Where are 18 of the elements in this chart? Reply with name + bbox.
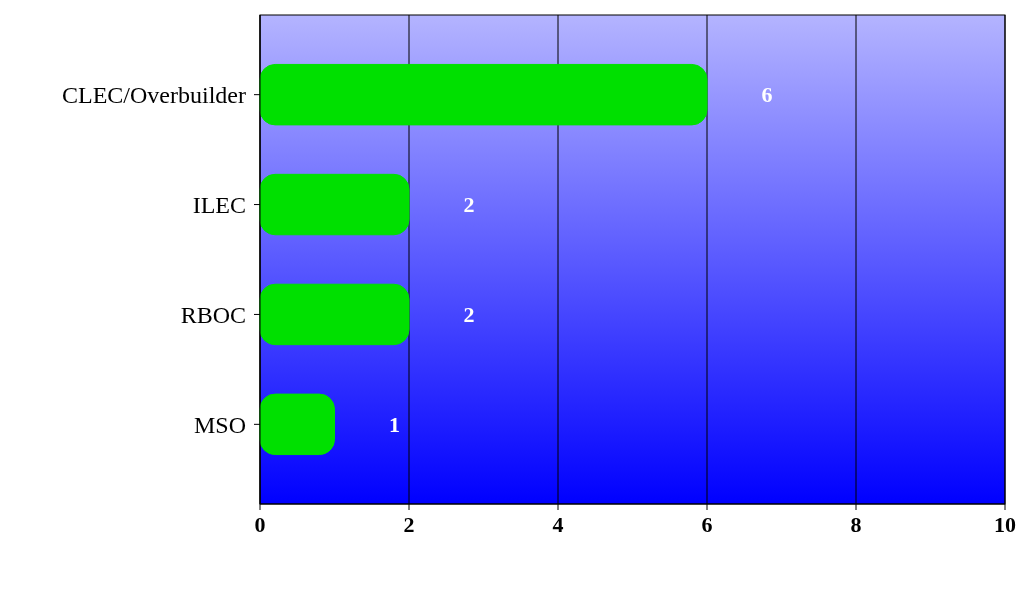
- bar: [259, 393, 335, 456]
- x-tick-label: 8: [850, 512, 862, 537]
- x-tick-label: 10: [994, 512, 1016, 537]
- y-tick-label: RBOC: [180, 301, 246, 328]
- data-label: 2: [463, 302, 475, 328]
- data-label: 2: [463, 192, 475, 218]
- x-tick-label: 4: [552, 512, 564, 537]
- bar: [259, 283, 410, 346]
- data-label: 6: [761, 82, 773, 108]
- x-tick-label: 2: [403, 512, 415, 537]
- data-label: 1: [389, 412, 400, 438]
- bar: [259, 63, 708, 126]
- bar: [259, 173, 410, 236]
- y-tick-label: CLEC/Overbuilder: [62, 82, 246, 109]
- y-tick-label: MSO: [193, 411, 246, 438]
- x-tick-label: 0: [254, 512, 266, 537]
- y-tick-label: ILEC: [192, 191, 246, 218]
- x-tick-label: 6: [701, 512, 713, 537]
